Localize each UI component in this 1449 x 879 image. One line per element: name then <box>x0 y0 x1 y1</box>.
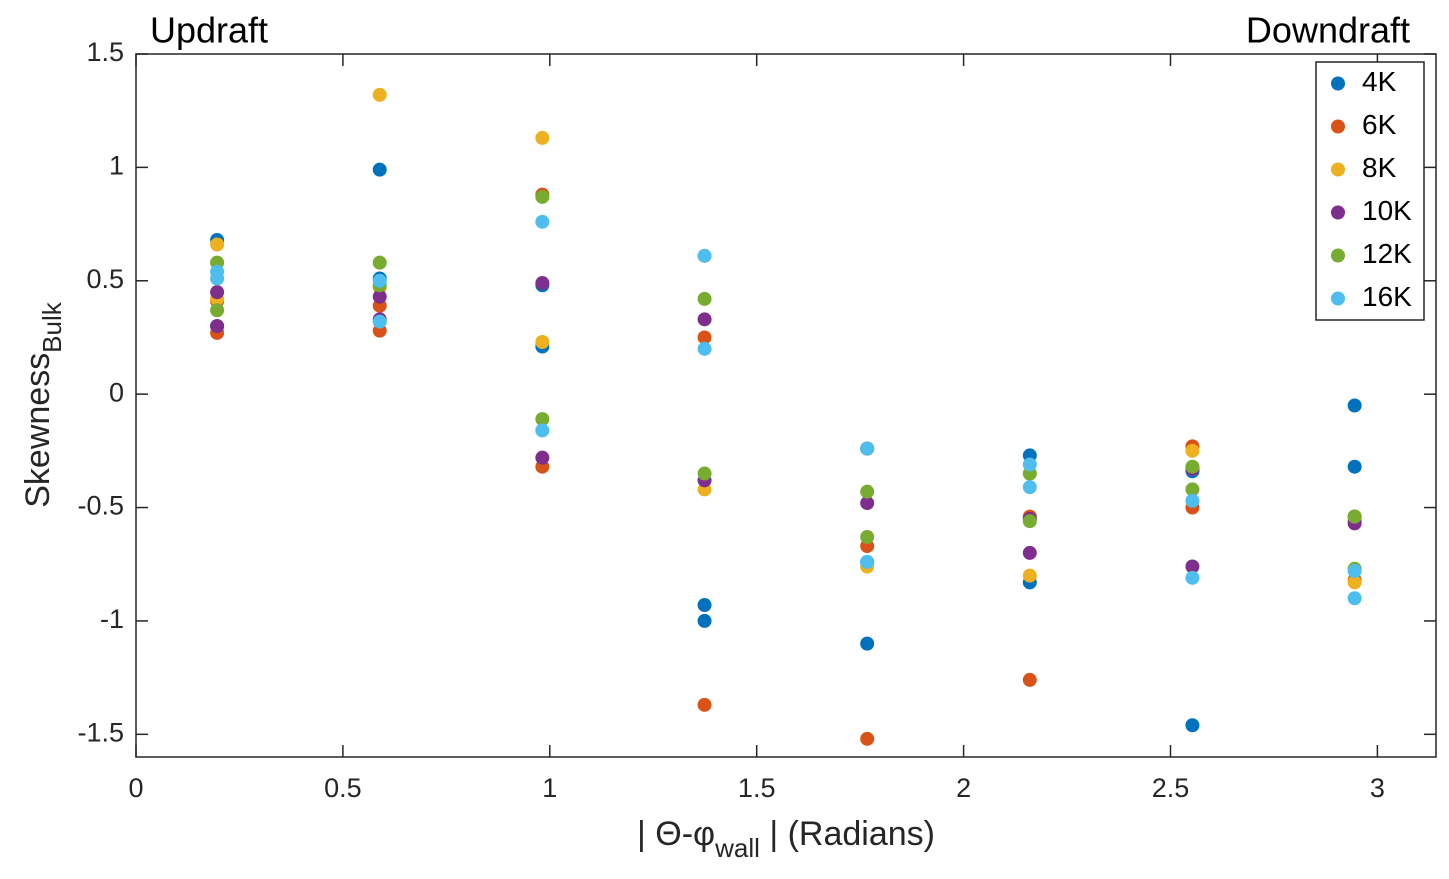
y-tick-label: -1.5 <box>77 717 124 747</box>
point <box>1347 459 1362 474</box>
x-tick-label: 0 <box>128 773 143 803</box>
point <box>1022 480 1037 495</box>
point <box>697 697 712 712</box>
legend-label: 4K <box>1362 66 1397 97</box>
y-tick-label: 1.5 <box>86 37 124 67</box>
point <box>1347 575 1362 590</box>
legend-box <box>1315 61 1425 321</box>
point <box>697 248 712 263</box>
point <box>535 189 550 204</box>
point <box>535 130 550 145</box>
point <box>1185 493 1200 508</box>
point <box>372 289 387 304</box>
x-tick-label: 2.5 <box>1152 773 1190 803</box>
y-tick-label: -0.5 <box>77 491 124 521</box>
point <box>1185 718 1200 733</box>
point <box>1347 564 1362 579</box>
point <box>1347 591 1362 606</box>
point <box>372 314 387 329</box>
x-tick-label: 2 <box>956 773 971 803</box>
y-tick-label: 1 <box>109 151 124 181</box>
annotation: Updraft <box>150 10 268 51</box>
point <box>535 214 550 229</box>
point <box>1185 570 1200 585</box>
legend-marker <box>1331 119 1345 134</box>
point <box>860 731 875 746</box>
legend-label: 12K <box>1362 238 1412 269</box>
y-tick-label: -1 <box>100 604 124 634</box>
point <box>210 285 225 300</box>
point <box>1347 509 1362 524</box>
point <box>860 636 875 651</box>
legend-label: 6K <box>1362 109 1397 140</box>
legend: 4K 6K 8K 10K 12K 16K <box>1315 61 1425 321</box>
point <box>372 255 387 270</box>
point <box>860 441 875 456</box>
point <box>1022 457 1037 472</box>
legend-marker <box>1331 248 1345 263</box>
y-axis-label: SkewnessBulk <box>19 301 67 508</box>
point <box>1347 398 1362 413</box>
point <box>535 335 550 350</box>
legend-marker <box>1331 291 1345 306</box>
legend-marker <box>1331 76 1345 91</box>
x-axis-label: | Θ-φwall | (Radians) <box>637 815 935 863</box>
point <box>697 341 712 356</box>
point <box>1022 514 1037 529</box>
point <box>1022 672 1037 687</box>
x-tick-label: 1 <box>542 773 557 803</box>
point <box>535 450 550 465</box>
point <box>535 276 550 291</box>
point <box>697 613 712 628</box>
x-tick-label: 1.5 <box>738 773 776 803</box>
point <box>372 162 387 177</box>
point <box>697 330 712 345</box>
annotation: Downdraft <box>1246 10 1410 51</box>
point <box>860 554 875 569</box>
point <box>1185 559 1200 574</box>
point <box>697 312 712 327</box>
point <box>210 303 225 318</box>
point <box>1185 482 1200 497</box>
point <box>860 496 875 511</box>
point <box>372 87 387 102</box>
point <box>210 271 225 286</box>
legend-marker <box>1331 205 1345 220</box>
point <box>535 423 550 438</box>
x-tick-label: 0.5 <box>324 773 362 803</box>
point <box>860 484 875 499</box>
point <box>1022 568 1037 583</box>
legend-label: 10K <box>1362 195 1412 226</box>
point <box>210 237 225 252</box>
point <box>697 598 712 613</box>
point <box>1185 459 1200 474</box>
legend-marker <box>1331 162 1345 177</box>
point <box>372 273 387 288</box>
y-tick-label: 0.5 <box>86 264 124 294</box>
point <box>210 319 225 334</box>
y-tick-label: 0 <box>109 377 124 407</box>
point <box>535 412 550 427</box>
plot-area <box>135 53 1437 758</box>
x-tick-label: 3 <box>1370 773 1385 803</box>
point <box>1185 443 1200 458</box>
point <box>860 530 875 545</box>
point <box>697 466 712 481</box>
point <box>1022 545 1037 560</box>
point <box>697 291 712 306</box>
legend-label: 8K <box>1362 152 1397 183</box>
legend-label: 16K <box>1362 281 1412 312</box>
